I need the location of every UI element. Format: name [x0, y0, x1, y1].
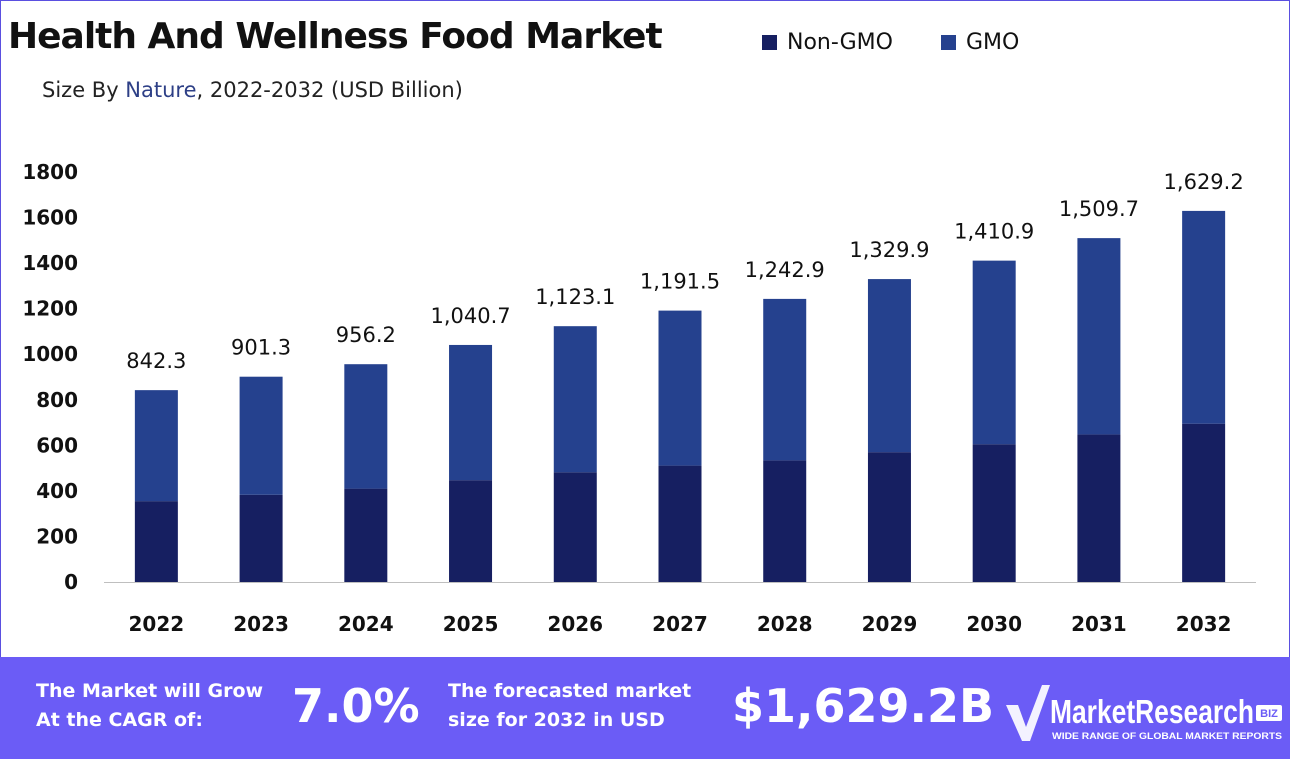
bar-non-gmo: [1182, 423, 1226, 582]
y-tick-label: 1600: [22, 206, 78, 230]
cagr-value: 7.0%: [292, 679, 420, 733]
chart-title: Health And Wellness Food Market: [8, 16, 663, 57]
subtitle-accent: Nature: [125, 78, 197, 102]
bar-non-gmo: [449, 480, 493, 582]
logo-wordmark: MarketResearch: [1050, 693, 1254, 730]
forecast-caption-line2: size for 2032 in USD: [448, 709, 665, 731]
data-label: 842.3: [126, 349, 186, 373]
legend-label-non-gmo: Non-GMO: [787, 30, 893, 55]
logo-badge-box: [1256, 705, 1282, 721]
data-label: 1,410.9: [954, 220, 1034, 244]
y-tick-label: 200: [36, 524, 78, 548]
bar-gmo: [449, 344, 493, 481]
logo-badge: BIZ: [1260, 708, 1278, 720]
data-label: 901.3: [231, 336, 291, 360]
bar-gmo: [553, 326, 597, 473]
x-tick-label: 2032: [1176, 612, 1232, 636]
data-label: 1,040.7: [430, 304, 510, 328]
data-label: 1,242.9: [745, 258, 825, 282]
logo-mark-icon: [1006, 685, 1050, 741]
data-label: 1,123.1: [535, 285, 615, 309]
subtitle-suffix: , 2022-2032 (USD Billion): [196, 78, 463, 102]
y-tick-label: 600: [36, 433, 78, 457]
logo-tagline: WIDE RANGE OF GLOBAL MARKET REPORTS: [1052, 731, 1282, 741]
bar-non-gmo: [239, 494, 283, 582]
bar-gmo: [867, 279, 911, 453]
y-tick-label: 0: [64, 570, 78, 594]
bar-gmo: [134, 390, 178, 502]
bar-gmo: [658, 310, 702, 466]
legend-swatch-gmo: [940, 35, 956, 50]
legend-label-gmo: GMO: [965, 30, 1020, 55]
x-tick-label: 2027: [652, 612, 708, 636]
bar-non-gmo: [867, 452, 911, 582]
bar-non-gmo: [1077, 434, 1121, 582]
bar-gmo: [763, 298, 807, 461]
forecast-caption-line1: The forecasted market: [448, 680, 692, 702]
chart-legend: Non-GMO GMO: [762, 30, 1019, 55]
bar-non-gmo: [972, 444, 1016, 582]
chart-subtitle: Size By Nature, 2022-2032 (USD Billion): [42, 78, 463, 102]
x-tick-label: 2023: [233, 612, 289, 636]
legend-swatch-non-gmo: [762, 35, 777, 50]
bar-gmo: [1077, 238, 1121, 435]
bar-gmo: [972, 260, 1016, 445]
data-label: 1,629.2: [1164, 170, 1244, 194]
bar-non-gmo: [658, 465, 702, 582]
x-tick-label: 2025: [443, 612, 499, 636]
bar-gmo: [344, 364, 388, 489]
y-tick-label: 1000: [22, 342, 78, 366]
bar-non-gmo: [134, 501, 178, 582]
y-tick-label: 800: [36, 388, 78, 412]
subtitle-prefix: Size By: [42, 78, 126, 102]
y-tick-label: 1400: [22, 251, 78, 275]
y-tick-label: 400: [36, 479, 78, 503]
y-tick-label: 1800: [22, 160, 78, 184]
data-label: 1,329.9: [849, 238, 929, 262]
forecast-value: $1,629.2B: [732, 679, 995, 733]
x-tick-label: 2029: [862, 612, 918, 636]
legend-item-gmo: GMO: [940, 30, 1020, 55]
forecast-caption: The forecasted market size for 2032 in U…: [448, 677, 691, 735]
bar-non-gmo: [344, 488, 388, 582]
x-tick-label: 2022: [129, 612, 185, 636]
footer-banner: The Market will Grow At the CAGR of: 7.0…: [0, 657, 1290, 759]
x-tick-label: 2030: [966, 612, 1022, 636]
data-label: 1,509.7: [1059, 197, 1139, 221]
data-label: 1,191.5: [640, 270, 720, 294]
marketresearch-logo: MarketResearch BIZ WIDE RANGE OF GLOBAL …: [1006, 685, 1282, 741]
bar-non-gmo: [553, 472, 597, 582]
x-tick-label: 2031: [1071, 612, 1127, 636]
bar-gmo: [1182, 210, 1226, 424]
bar-chart: 0 200 400 600 800 1000 1200 1400 1600 1800 842.3 20…: [22, 160, 1256, 636]
cagr-caption-line1: The Market will Grow: [36, 680, 264, 702]
x-tick-label: 2024: [338, 612, 394, 636]
y-tick-label: 1200: [22, 297, 78, 321]
bar-non-gmo: [763, 460, 807, 582]
x-tick-label: 2026: [547, 612, 603, 636]
legend-item-non-gmo: Non-GMO: [762, 30, 893, 55]
x-tick-label: 2028: [757, 612, 813, 636]
cagr-caption-line2: At the CAGR of:: [36, 709, 203, 731]
cagr-caption: The Market will Grow At the CAGR of:: [36, 677, 263, 735]
bar-gmo: [239, 376, 283, 495]
data-label: 956.2: [336, 323, 396, 347]
